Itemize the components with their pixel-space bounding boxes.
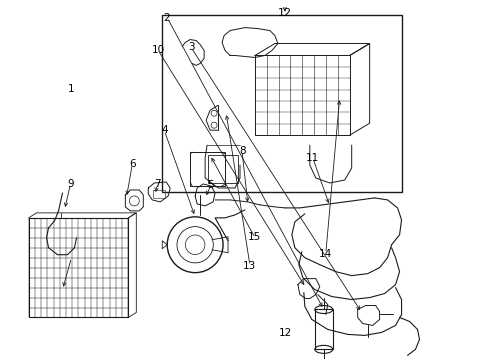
Text: 8: 8: [239, 146, 246, 156]
Text: 10: 10: [151, 45, 165, 55]
Bar: [190, 152, 225, 186]
Bar: [315, 310, 333, 349]
Text: 5: 5: [207, 180, 214, 190]
Text: 12: 12: [278, 328, 292, 338]
Text: 13: 13: [243, 261, 256, 271]
Text: 6: 6: [129, 159, 136, 169]
Text: 15: 15: [248, 232, 261, 242]
Text: 3: 3: [188, 42, 195, 52]
Bar: [208, 155, 238, 183]
Text: 12: 12: [278, 8, 292, 18]
Text: 14: 14: [319, 248, 332, 258]
Bar: [162, 15, 401, 192]
Text: 9: 9: [67, 179, 74, 189]
Text: 7: 7: [154, 179, 160, 189]
Text: 11: 11: [306, 153, 319, 163]
Text: 1: 1: [68, 84, 75, 94]
Text: 2: 2: [164, 13, 170, 23]
Text: 4: 4: [161, 125, 168, 135]
